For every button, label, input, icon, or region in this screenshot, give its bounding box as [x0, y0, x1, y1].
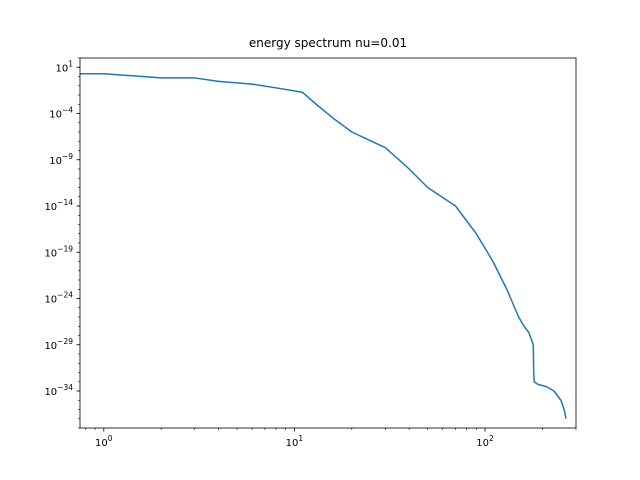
y-tick-label: 10−19 — [44, 244, 73, 259]
y-tick-label-exponent: −34 — [57, 383, 73, 392]
x-tick-label-exponent: 0 — [108, 434, 113, 443]
x-tick-label-exponent: 2 — [489, 434, 494, 443]
y-tick-label-base: 10 — [44, 387, 57, 398]
y-tick-label: 10−4 — [49, 106, 73, 121]
y-tick-label: 10−29 — [44, 337, 73, 352]
x-tick-label: 101 — [286, 434, 304, 449]
y-tick-label-exponent: 1 — [68, 59, 73, 68]
y-tick-label-base: 10 — [49, 156, 62, 167]
series-layer — [80, 72, 567, 419]
y-tick-label: 10−9 — [49, 152, 73, 167]
y-tick-label-exponent: −24 — [57, 291, 73, 300]
y-tick-label-exponent: −29 — [57, 337, 73, 346]
y-tick-label: 10−14 — [44, 198, 73, 213]
y-tick-label-base: 10 — [44, 341, 57, 352]
x-tick-label-base: 10 — [476, 438, 489, 449]
y-tick-label: 10−24 — [44, 291, 73, 306]
x-tick-label-base: 10 — [286, 438, 299, 449]
y-tick-label-base: 10 — [55, 63, 68, 74]
y-tick-label-exponent: −19 — [57, 244, 73, 253]
y-tick-label-exponent: −9 — [62, 152, 73, 161]
y-tick-label-exponent: −14 — [57, 198, 73, 207]
chart-title: energy spectrum nu=0.01 — [249, 36, 407, 50]
y-tick-label-base: 10 — [44, 248, 57, 259]
x-tick-label: 102 — [476, 434, 494, 449]
x-tick-label-exponent: 1 — [298, 434, 303, 443]
y-tick-label-exponent: −4 — [62, 106, 73, 115]
x-tick-label-base: 10 — [95, 438, 108, 449]
y-tick-label: 10−34 — [44, 383, 73, 398]
plot-frame — [79, 57, 577, 429]
axis-ticks: 100 101 10210110−410−910−1410−1910−2410−29… — [44, 57, 577, 449]
y-tick-label-base: 10 — [44, 295, 57, 306]
x-tick-label: 100 — [95, 434, 113, 449]
series-line — [80, 72, 567, 419]
y-tick-label-base: 10 — [44, 202, 57, 213]
y-tick-label-base: 10 — [49, 110, 62, 121]
y-tick-label: 101 — [55, 59, 73, 74]
